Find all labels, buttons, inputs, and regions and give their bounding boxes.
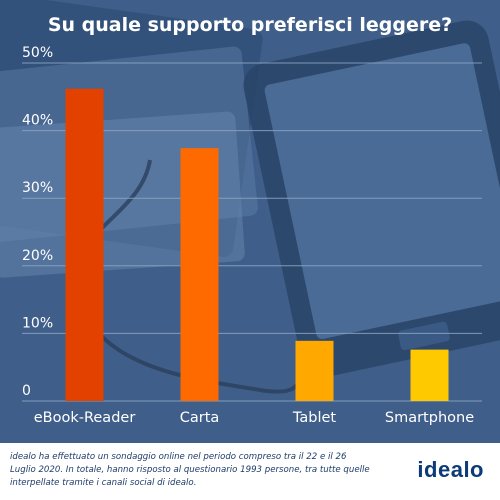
- bar-smartphone: [410, 349, 449, 401]
- x-category-label: Tablet: [292, 410, 336, 426]
- y-axis-ticks: 0 10% 20% 30% 40% 50%: [22, 45, 53, 399]
- y-tick-label: 10%: [22, 315, 53, 331]
- y-tick-label: 30%: [22, 180, 53, 196]
- chart-title: Su quale supporto preferisci leggere?: [47, 14, 453, 36]
- x-category-label: eBook-Reader: [34, 410, 136, 426]
- bars: [65, 88, 449, 402]
- x-category-label: Carta: [180, 410, 220, 426]
- footer: idealo ha effettuato un sondaggio online…: [0, 443, 500, 500]
- bar-tablet: [295, 340, 334, 401]
- bar-ebook-reader: [65, 88, 104, 402]
- bar-carta: [180, 148, 219, 401]
- survey-footnote: idealo ha effettuato un sondaggio online…: [10, 452, 370, 488]
- x-axis-labels: eBook-Reader Carta Tablet Smartphone: [34, 410, 474, 426]
- chart-area: Su quale supporto preferisci leggere? 0 1…: [0, 0, 500, 443]
- y-tick-label: 20%: [22, 248, 53, 264]
- y-tick-label: 50%: [22, 45, 53, 61]
- bar-chart: 0 10% 20% 30% 40% 50% eBook-Reader Carta Tablet…: [22, 45, 482, 426]
- y-tick-label: 40%: [22, 113, 53, 129]
- y-tick-label: 0: [22, 383, 31, 399]
- idealo-logo[interactable]: idealo: [417, 457, 484, 482]
- x-category-label: Smartphone: [385, 410, 474, 426]
